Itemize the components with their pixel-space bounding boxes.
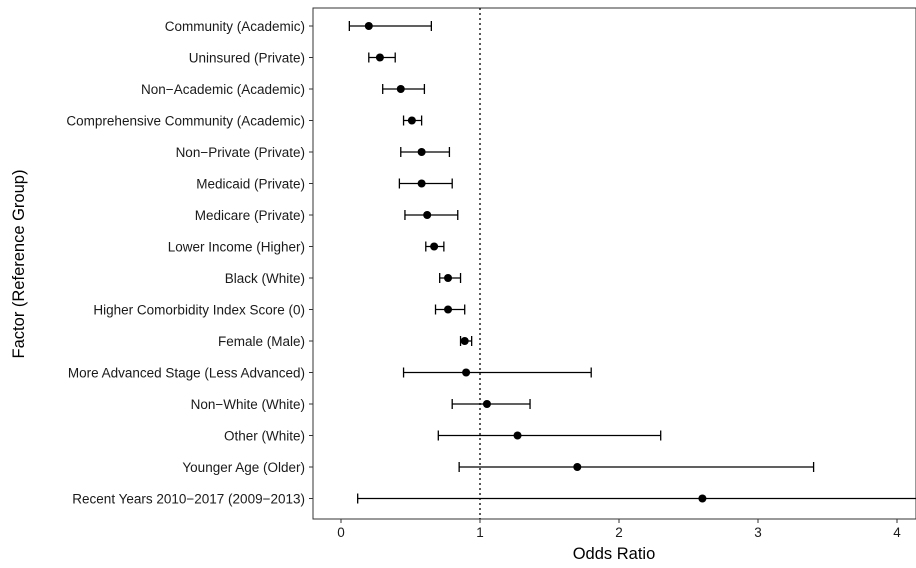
point-estimate [460,337,469,345]
y-tick-label: Female (Male) [218,334,305,349]
y-tick-label: Other (White) [224,429,305,444]
y-tick-label: Recent Years 2010−2017 (2009−2013) [72,492,305,507]
error-bar [348,21,433,31]
x-tick-label: 3 [754,525,762,540]
error-bar [451,399,531,409]
point-estimate [462,368,471,377]
y-tick-label: Non−Private (Private) [176,145,305,160]
point-estimate [364,22,373,30]
error-bar [402,367,592,378]
point-estimate [513,431,522,440]
point-estimate [430,242,439,251]
y-tick-label: Medicare (Private) [195,208,305,223]
point-estimate [396,85,405,93]
x-tick-label: 4 [893,525,901,540]
point-estimate [444,305,453,314]
y-tick-label: Community (Academic) [165,19,305,34]
error-bar [357,493,916,504]
y-tick-label: More Advanced Stage (Less Advanced) [68,366,305,381]
point-estimate [375,53,384,62]
point-estimates [364,22,707,503]
point-estimate [417,179,426,188]
y-tick-label: Non−Academic (Academic) [141,82,305,97]
x-tick-label: 2 [615,525,623,540]
x-axis-title: Odds Ratio [573,545,656,563]
point-estimate [407,116,416,125]
y-tick-label: Medicaid (Private) [196,177,305,192]
y-tick-label: Lower Income (Higher) [168,240,305,255]
error-bar [437,430,662,441]
y-tick-label: Comprehensive Community (Academic) [66,114,305,129]
y-tick-label: Black (White) [225,271,305,286]
point-estimate [423,211,432,219]
error-bar [404,210,459,220]
point-estimate [698,494,707,503]
y-tick-label: Higher Comorbidity Index Score (0) [93,303,305,318]
point-estimate [573,463,582,471]
point-estimate [444,274,453,282]
error-bar [398,178,453,189]
y-tick-label: Younger Age (Older) [182,460,305,475]
error-bar [458,462,815,472]
y-axis-labels: Community (Academic) Uninsured (Private) N… [66,19,313,507]
y-tick-label: Non−White (White) [191,397,305,412]
x-tick-label: 0 [337,525,345,540]
x-tick-label: 1 [476,525,484,540]
y-tick-label: Uninsured (Private) [189,51,305,66]
y-axis-title: Factor (Reference Group) [10,170,28,359]
x-axis: 0 1 2 3 4 [337,519,901,540]
point-estimate [482,400,491,408]
point-estimate [417,148,426,156]
plot-panel [312,7,916,520]
